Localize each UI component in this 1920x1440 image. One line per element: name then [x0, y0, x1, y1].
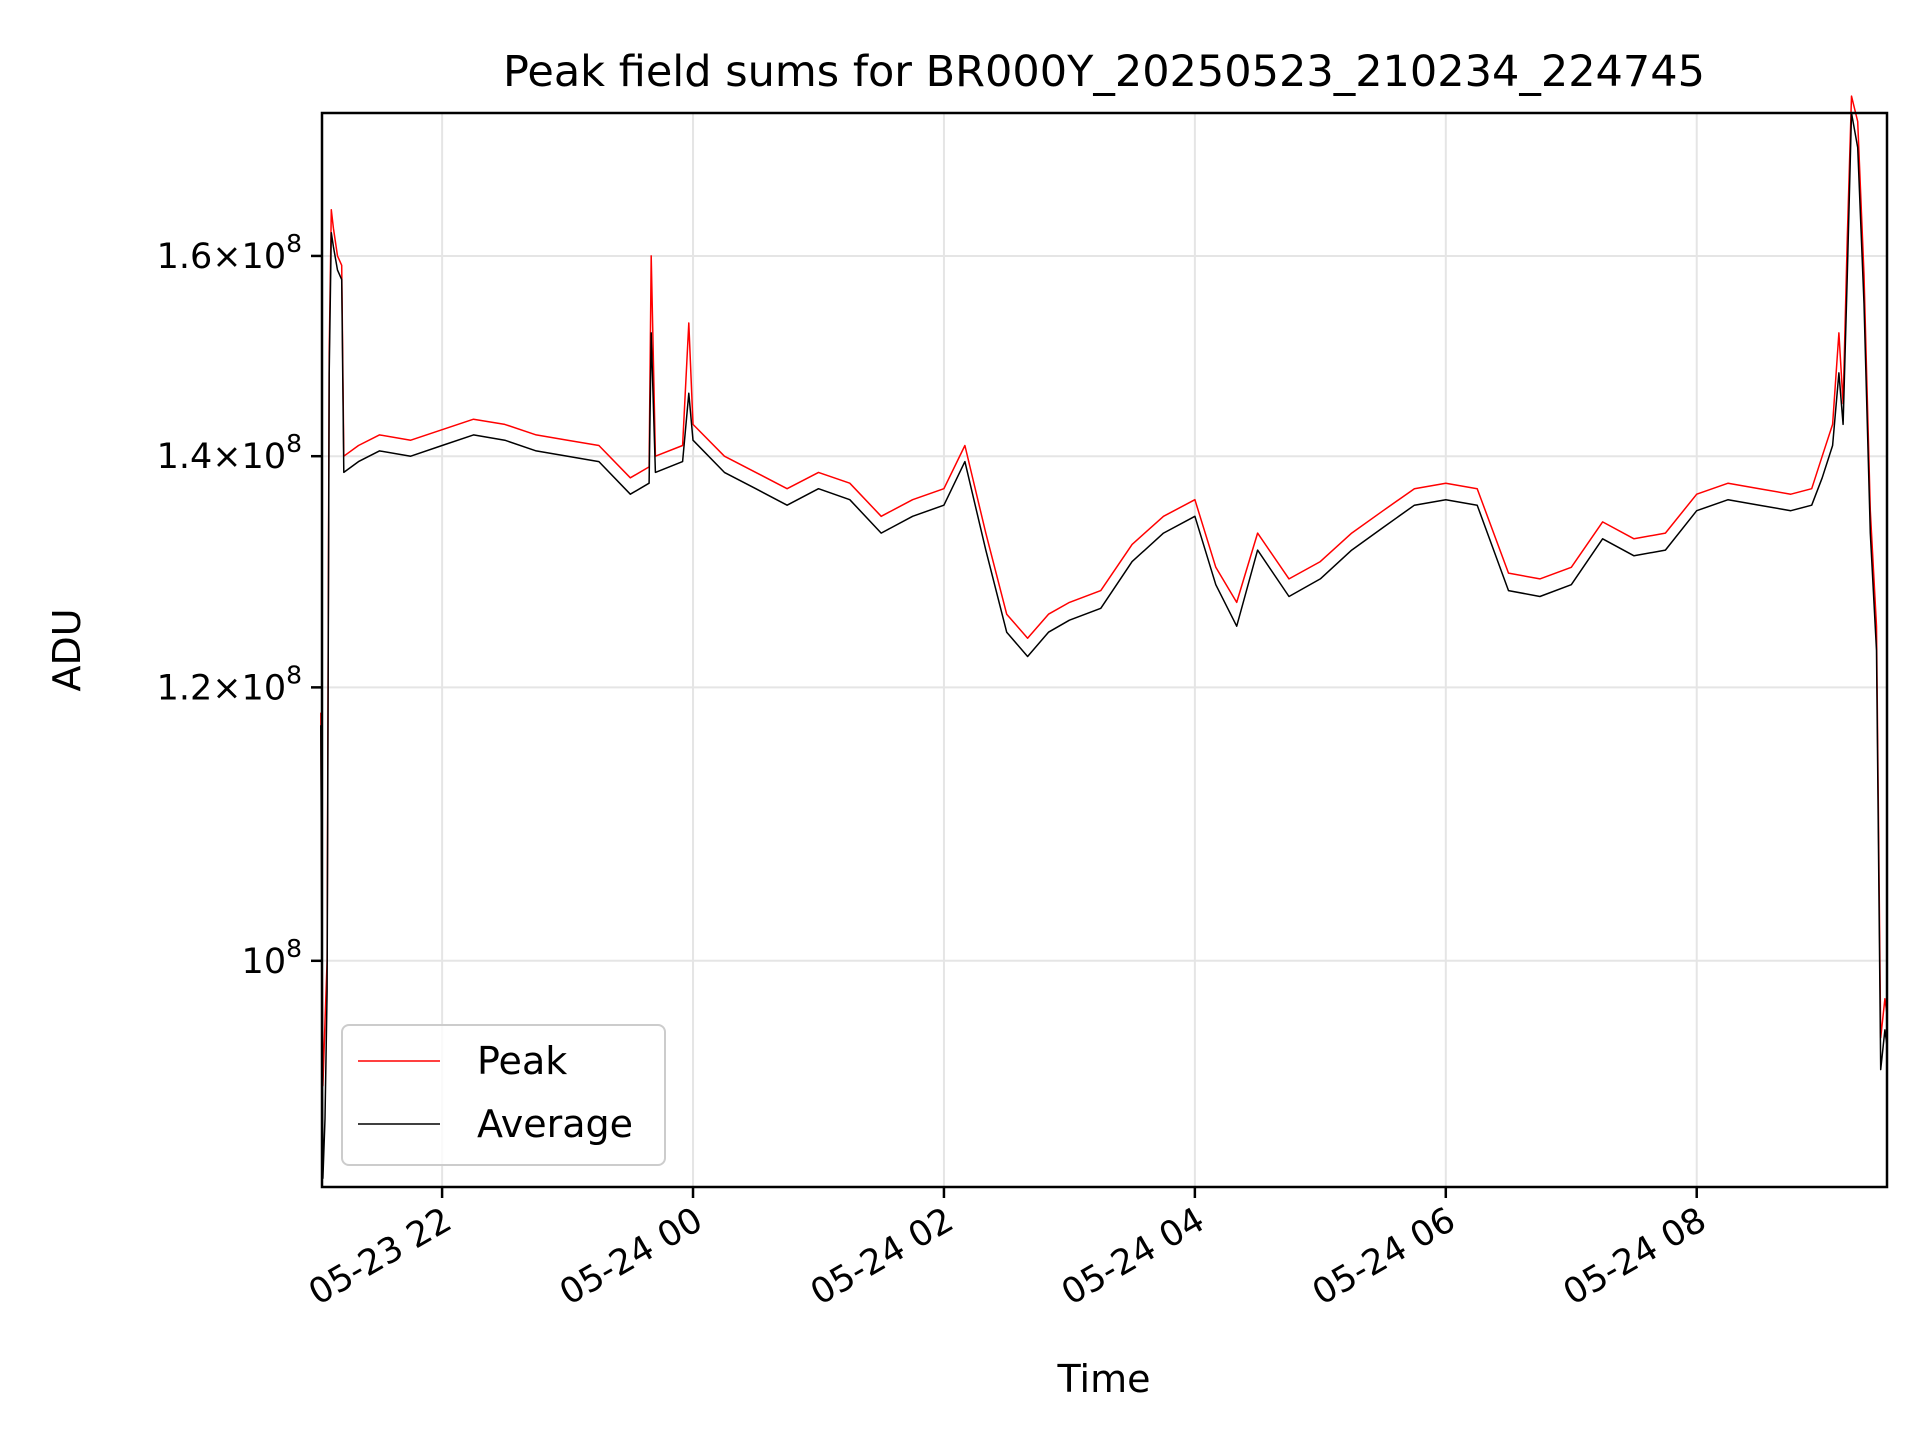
x-axis-label: Time	[1057, 1357, 1151, 1401]
series-line-peak	[320, 95, 1888, 1087]
y-tick-label: 1.2×108	[157, 660, 302, 708]
plot-frame	[320, 111, 1889, 1189]
y-tick-label: 1.4×108	[157, 429, 302, 477]
legend-label-peak: Peak	[477, 1039, 567, 1083]
y-axis: 108 1.2×108 1.4×108 1.6×108	[157, 229, 322, 982]
series-layer	[320, 95, 1888, 1180]
legend-box	[341, 1024, 666, 1166]
series-line-average	[320, 112, 1888, 1180]
grid	[322, 113, 1887, 1187]
legend-label-average: Average	[477, 1102, 633, 1146]
chart-title: Peak field sums for BR000Y_20250523_2102…	[503, 47, 1705, 97]
y-tick-label: 1.6×108	[157, 229, 302, 277]
y-axis-label: ADU	[45, 608, 89, 691]
y-tick-label: 108	[242, 934, 302, 982]
legend: Peak Average	[341, 1024, 666, 1166]
